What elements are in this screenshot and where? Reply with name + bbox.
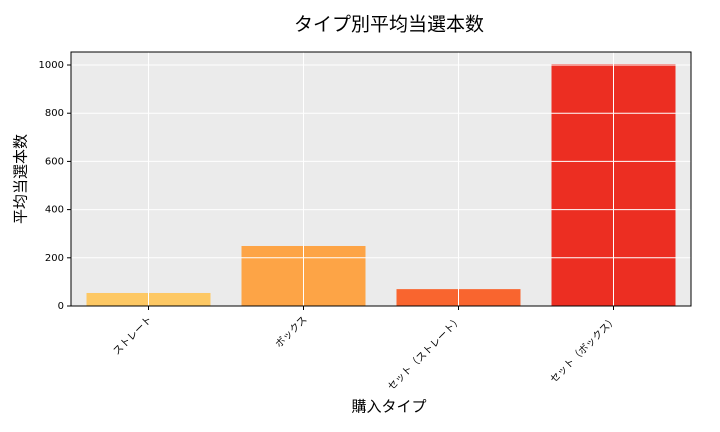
y-axis-label: 平均当選本数 <box>12 134 30 224</box>
x-tick-label: ストレート <box>111 314 154 357</box>
y-tick-label: 200 <box>45 253 64 264</box>
y-tick-label: 0 <box>58 301 64 312</box>
plot-frame <box>70 51 692 307</box>
x-tick-label: セット（ボックス） <box>548 314 620 386</box>
x-axis-label: 購入タイプ <box>351 398 426 416</box>
y-tick-label: 1000 <box>39 60 64 71</box>
chart-title: タイプ別平均当選本数 <box>294 14 484 36</box>
x-tick-label: セット（ストレート） <box>385 314 464 393</box>
y-tick-label: 600 <box>45 156 64 167</box>
y-tick-label: 400 <box>45 205 64 216</box>
x-tick-label: ボックス <box>273 314 310 351</box>
y-tick-label: 800 <box>45 108 64 119</box>
